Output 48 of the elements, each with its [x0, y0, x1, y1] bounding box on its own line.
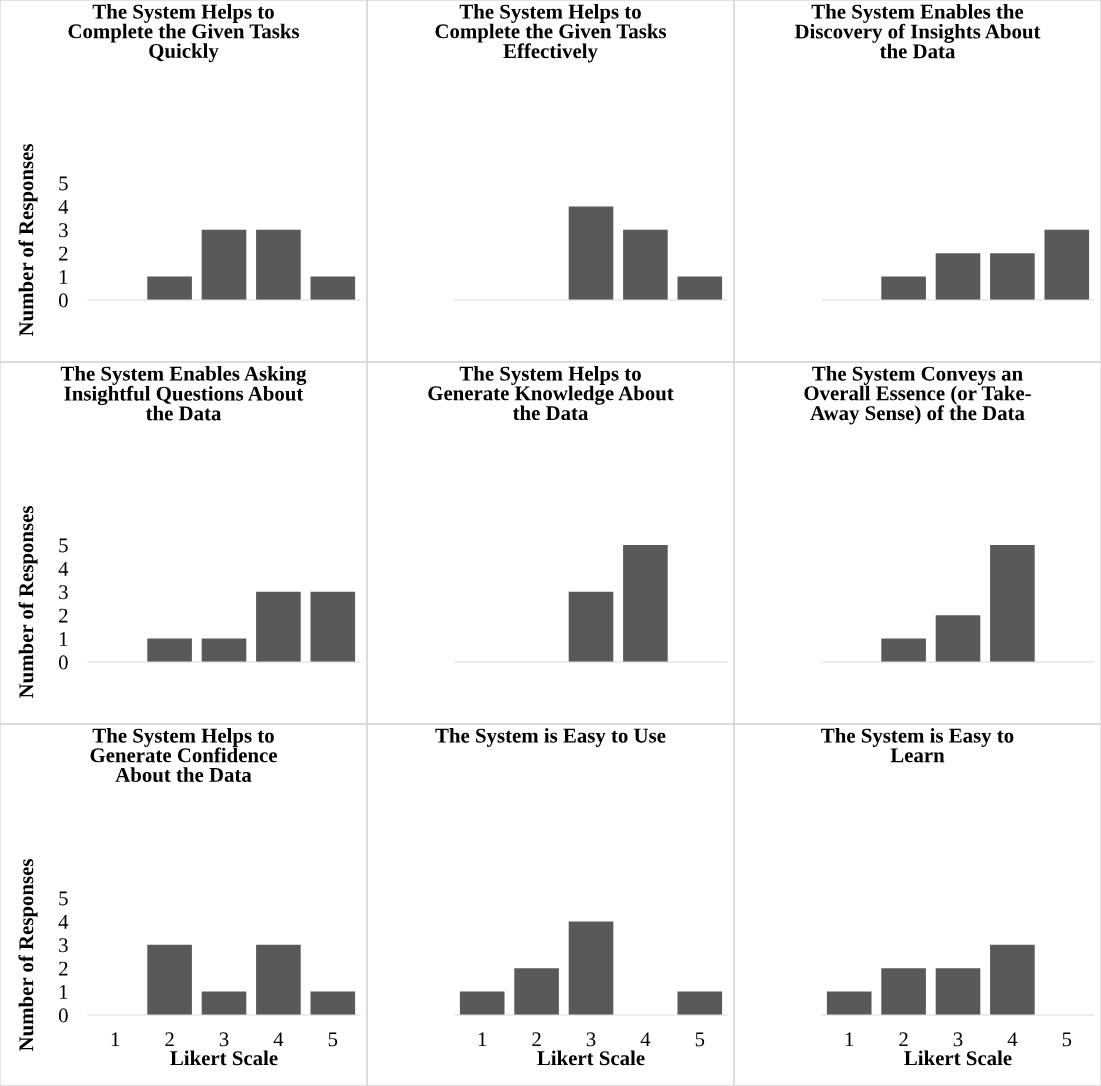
y-tick-label: 0 — [58, 293, 68, 308]
chart-title: The System Helps to Complete the Given Tasks Effectively — [435, 4, 667, 63]
x-tick-label: 2 — [899, 1032, 908, 1047]
y-tick-label: 2 — [59, 608, 68, 623]
y-tick-label: 5 — [59, 176, 68, 191]
x-tick-label: 3 — [219, 1032, 229, 1047]
x-tick-label: 1 — [478, 1032, 487, 1047]
y-tick-label: 5 — [59, 538, 68, 553]
x-tick-label: 4 — [1007, 1032, 1018, 1047]
x-tick-label: 1 — [111, 1032, 120, 1047]
x-tick-label: 4 — [640, 1032, 651, 1047]
y-tick-label: 2 — [59, 961, 68, 976]
y-tick-label: 2 — [59, 246, 68, 261]
x-tick-label: 3 — [586, 1032, 596, 1047]
y-tick-label: 1 — [59, 632, 68, 646]
x-tick-label: 5 — [695, 1032, 705, 1047]
x-tick-label: 2 — [532, 1032, 541, 1047]
x-tick-label: 5 — [328, 1032, 338, 1047]
chart-title: The System Helps to Generate Confidence About the Data — [90, 728, 277, 782]
chart-title: The System is Easy to Use — [435, 728, 666, 747]
y-tick-label: 1 — [59, 985, 68, 999]
y-tick-label: 4 — [58, 199, 69, 214]
chart-title: The System Helps to Complete the Given Tasks Quickly — [68, 4, 300, 63]
x-axis-title: Likert Scale — [904, 1050, 1012, 1066]
y-tick-label: 3 — [59, 938, 68, 953]
x-tick-label: 5 — [1062, 1032, 1072, 1047]
chart-title: The System Conveys an Overall Essence (or Take- Away Sense) of the Data — [804, 366, 1031, 425]
y-tick-label: 4 — [58, 561, 69, 576]
x-tick-label: 4 — [273, 1032, 284, 1047]
y-tick-label: 1 — [59, 270, 68, 284]
x-axis-title: Likert Scale — [537, 1050, 645, 1066]
y-tick-label: 4 — [58, 914, 69, 929]
y-tick-label: 5 — [59, 891, 68, 906]
y-axis-title: Number of Responses — [18, 144, 38, 337]
y-tick-label: 3 — [59, 223, 68, 238]
y-axis-title: Number of Responses — [18, 506, 38, 699]
x-tick-label: 1 — [845, 1032, 854, 1047]
chart-title: The System Helps to Generate Knowledge About the Data — [428, 366, 674, 421]
y-tick-label: 0 — [58, 655, 68, 670]
chart-title: The System is Easy to Learn — [821, 728, 1014, 763]
y-tick-label: 0 — [58, 1008, 68, 1023]
chart-title: The System Enables the Discovery of Insights About the Data — [794, 4, 1041, 59]
y-axis-title: Number of Responses — [18, 859, 38, 1052]
x-axis-title: Likert Scale — [170, 1050, 278, 1066]
y-tick-label: 3 — [59, 585, 68, 600]
x-tick-label: 3 — [953, 1032, 963, 1047]
x-tick-label: 2 — [165, 1032, 174, 1047]
chart-title: The System Enables Asking Insightful Questions About the Data — [60, 366, 307, 421]
